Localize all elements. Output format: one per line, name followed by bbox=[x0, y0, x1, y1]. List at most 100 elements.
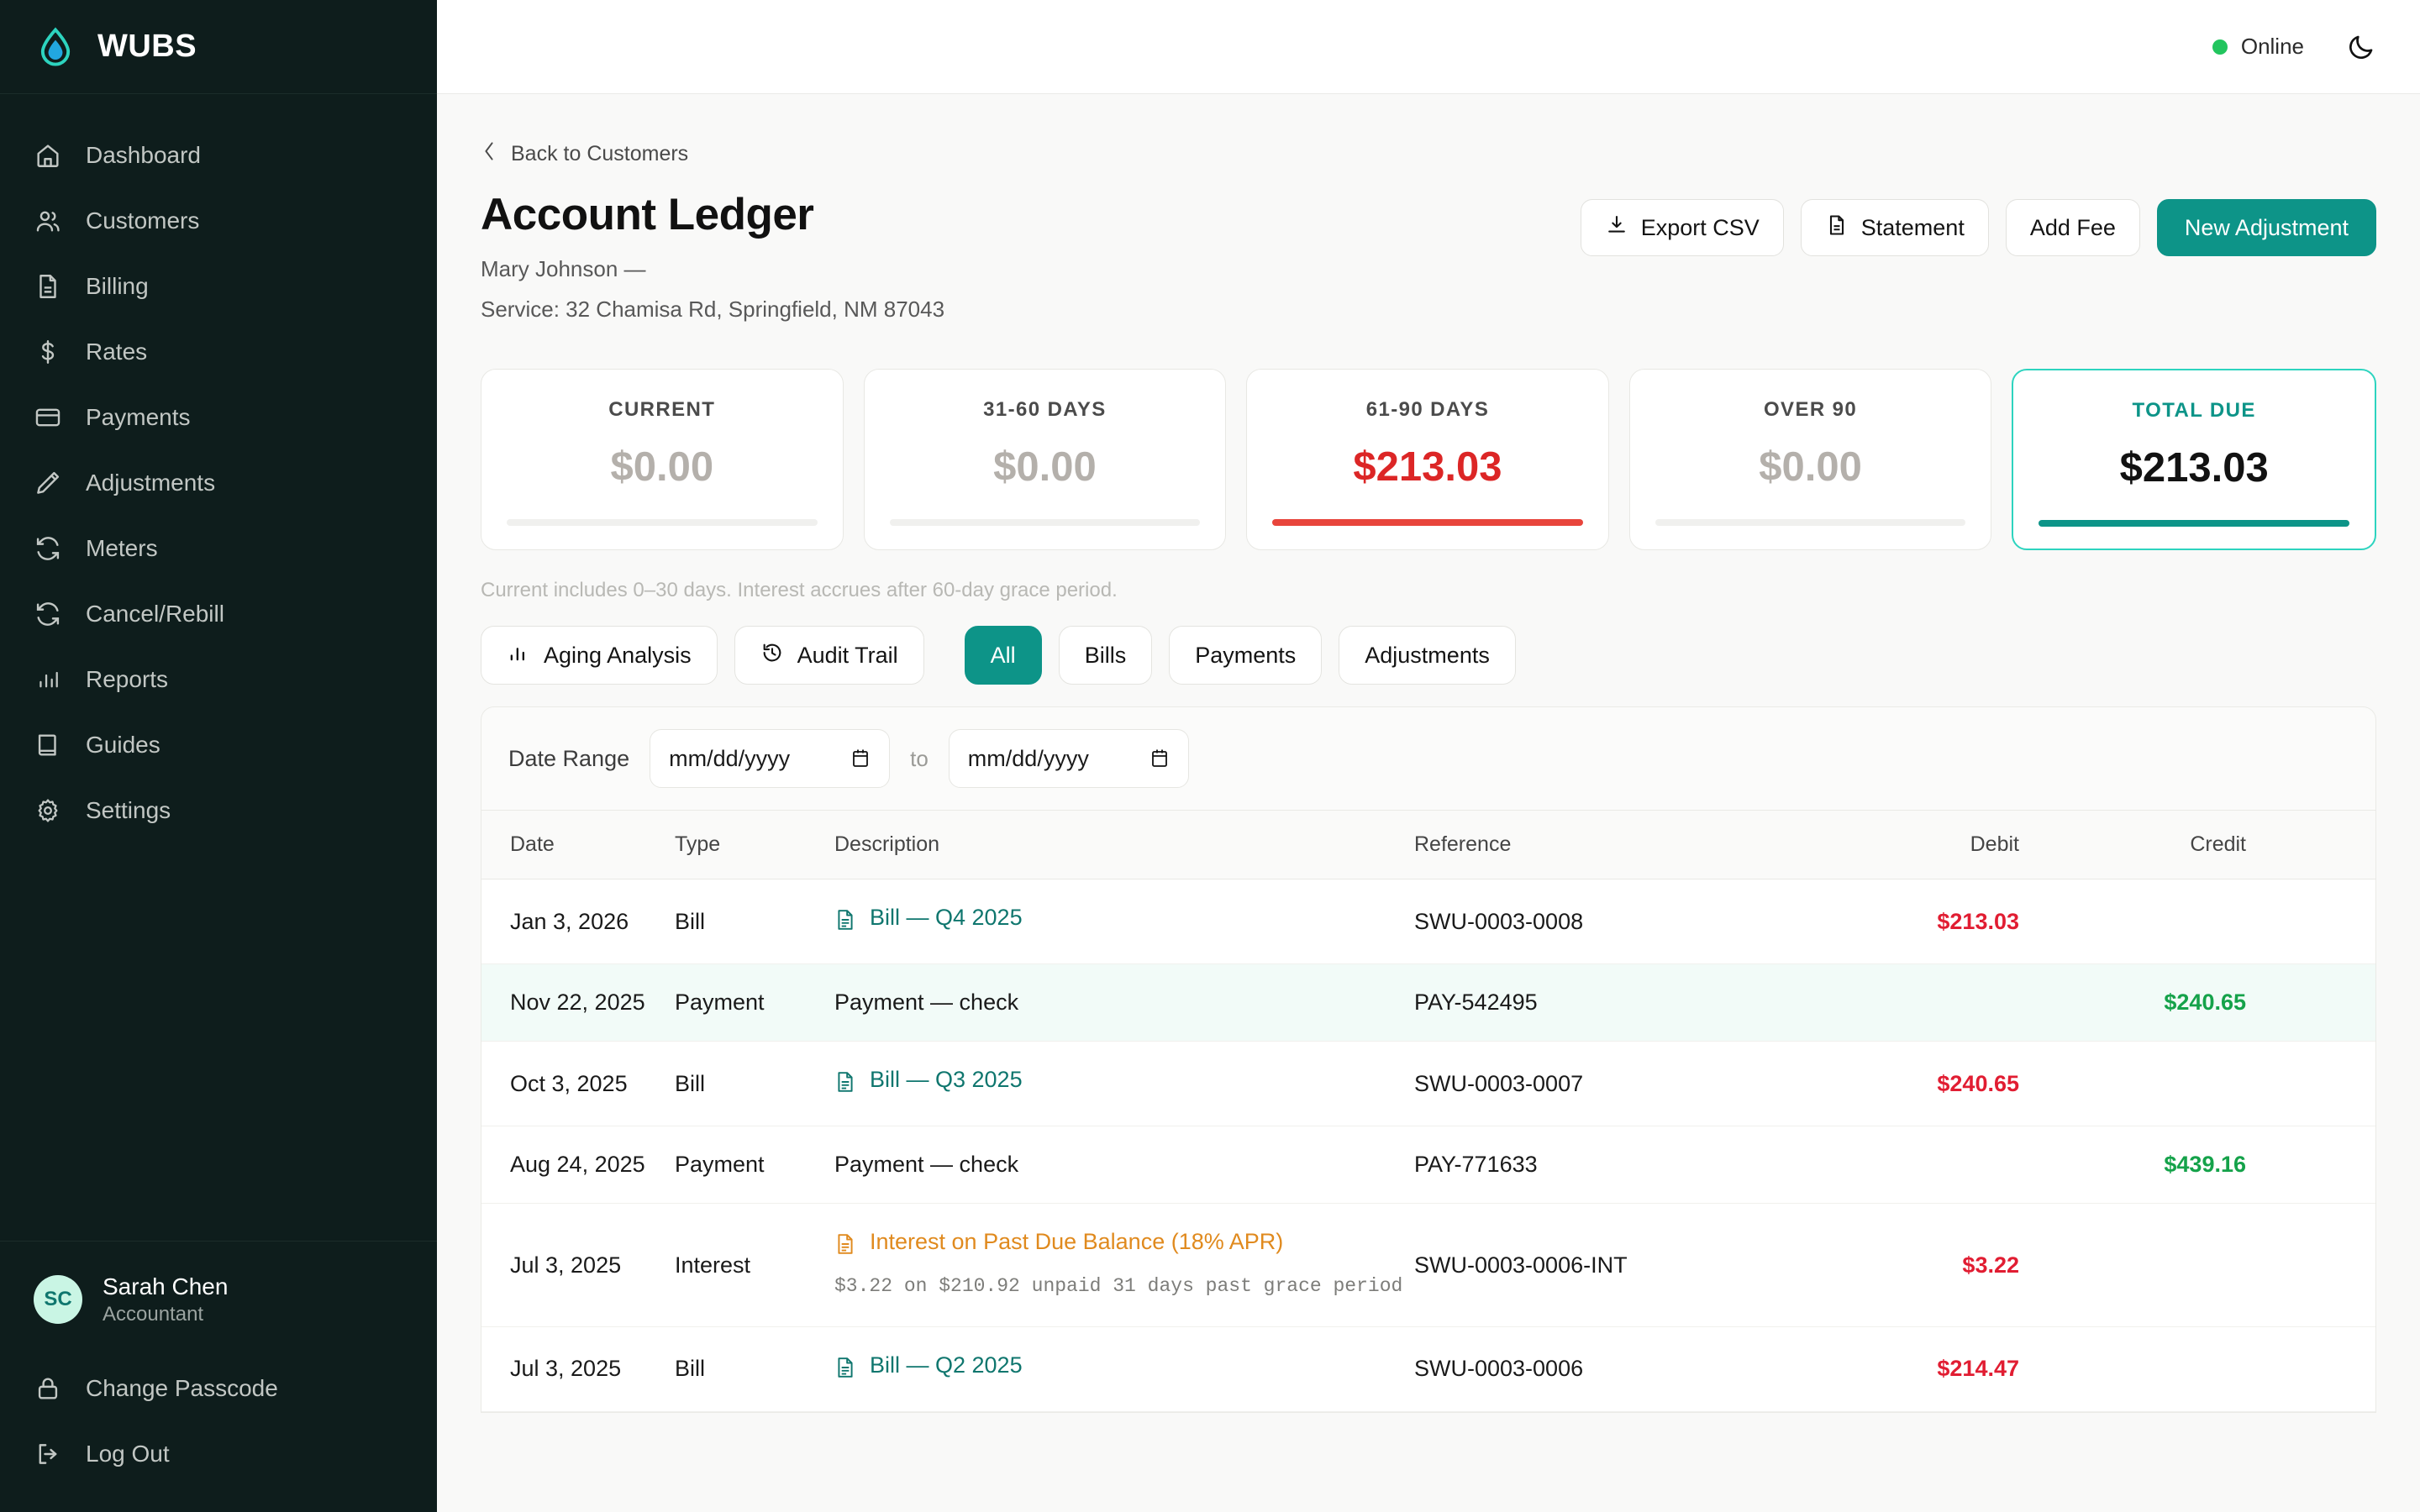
sidebar-item-cancel-rebill[interactable]: Cancel/Rebill bbox=[0, 581, 437, 647]
sidebar-item-rates[interactable]: Rates bbox=[0, 319, 437, 385]
bill-link[interactable]: Bill — Q3 2025 bbox=[834, 1067, 1023, 1100]
cell-type: Payment bbox=[675, 1126, 834, 1205]
sidebar-item-guides[interactable]: Guides bbox=[0, 712, 437, 778]
cell-type: Interest bbox=[675, 1203, 834, 1327]
sidebar-item-log-out[interactable]: Log Out bbox=[0, 1421, 437, 1487]
brand[interactable]: WUBS bbox=[0, 0, 437, 94]
document-icon bbox=[34, 272, 62, 301]
sidebar-item-change-passcode[interactable]: Change Passcode bbox=[0, 1356, 437, 1421]
page-header-text: Account Ledger Mary Johnson — Service: 3… bbox=[481, 189, 944, 325]
tab-adjustments-label: Adjustments bbox=[1365, 642, 1490, 668]
aging-card-current: CURRENT $0.00 bbox=[481, 369, 844, 551]
table-row: Oct 3, 2025 Bill Bill — Q3 2025 SWU-0003… bbox=[481, 1041, 2375, 1127]
col-reference: Reference bbox=[1414, 811, 1792, 880]
tab-all-label: All bbox=[990, 642, 1016, 668]
aging-card-label: CURRENT bbox=[608, 398, 716, 422]
cell-date: Aug 24, 2025 bbox=[481, 1126, 675, 1205]
sidebar-item-billing[interactable]: Billing bbox=[0, 254, 437, 319]
refresh-icon bbox=[34, 534, 62, 563]
refresh-cycle-icon bbox=[34, 600, 62, 628]
cell-description: Interest on Past Due Balance (18% APR) $… bbox=[834, 1203, 1414, 1327]
back-to-customers-link[interactable]: Back to Customers bbox=[481, 141, 688, 167]
col-debit: Debit bbox=[1792, 811, 2019, 880]
cell-type: Bill bbox=[675, 879, 834, 965]
aging-card-bar bbox=[1272, 519, 1583, 527]
interest-link[interactable]: Interest on Past Due Balance (18% APR) bbox=[834, 1229, 1283, 1263]
cell-reference: SWU-0003-0008 bbox=[1414, 879, 1792, 965]
table-row: Nov 22, 2025 Payment Payment — check PAY… bbox=[481, 963, 2375, 1042]
dollar-icon bbox=[34, 338, 62, 366]
sidebar-item-adjustments[interactable]: Adjustments bbox=[0, 450, 437, 516]
new-adjustment-button[interactable]: New Adjustment bbox=[2156, 199, 2376, 256]
page-actions: Export CSV Statement Add Fee New Adjustm… bbox=[1580, 189, 2376, 256]
lock-icon bbox=[34, 1374, 62, 1403]
sidebar-item-label: Adjustments bbox=[86, 470, 216, 496]
col-balance: Balance bbox=[2246, 811, 2375, 880]
audit-trail-button[interactable]: Audit Trail bbox=[734, 626, 924, 685]
add-fee-button[interactable]: Add Fee bbox=[2005, 199, 2140, 256]
cell-debit: $3.22 bbox=[1792, 1203, 2019, 1327]
document-icon bbox=[834, 1352, 856, 1386]
calendar-icon bbox=[850, 748, 871, 769]
bill-link[interactable]: Bill — Q4 2025 bbox=[834, 905, 1023, 938]
sidebar-item-label: Guides bbox=[86, 732, 160, 758]
sidebar-item-meters[interactable]: Meters bbox=[0, 516, 437, 581]
aging-analysis-label: Aging Analysis bbox=[544, 642, 692, 668]
main-area: Online Back to Customers Account Ledger … bbox=[437, 0, 2420, 1512]
interest-link-label: Interest on Past Due Balance (18% APR) bbox=[870, 1229, 1284, 1255]
tab-payments[interactable]: Payments bbox=[1169, 626, 1323, 685]
tab-adjustments[interactable]: Adjustments bbox=[1339, 626, 1516, 685]
bill-link[interactable]: Bill — Q2 2025 bbox=[834, 1352, 1023, 1386]
ledger-table: Date Type Description Reference Debit Cr… bbox=[481, 811, 2375, 1412]
aging-card-bar bbox=[507, 519, 818, 527]
tab-all[interactable]: All bbox=[964, 626, 1042, 685]
cell-reference: SWU-0003-0006-INT bbox=[1414, 1203, 1792, 1327]
brand-name: WUBS bbox=[97, 29, 197, 64]
cell-type: Payment bbox=[675, 963, 834, 1042]
sidebar-item-payments[interactable]: Payments bbox=[0, 385, 437, 450]
user-profile[interactable]: SC Sarah Chen Accountant bbox=[0, 1272, 437, 1356]
avatar: SC bbox=[34, 1274, 82, 1324]
bar-chart-icon bbox=[34, 665, 62, 694]
cell-debit: $240.65 bbox=[1792, 1041, 2019, 1127]
export-csv-button[interactable]: Export CSV bbox=[1580, 199, 1784, 256]
sidebar-item-reports[interactable]: Reports bbox=[0, 647, 437, 712]
table-row: Jan 3, 2026 Bill Bill — Q4 2025 SWU-0003… bbox=[481, 879, 2375, 965]
statement-button[interactable]: Statement bbox=[1800, 199, 1989, 256]
moon-icon[interactable] bbox=[2346, 32, 2376, 62]
tab-bills[interactable]: Bills bbox=[1058, 626, 1153, 685]
date-to-input[interactable]: mm/dd/yyyy bbox=[948, 729, 1189, 789]
calendar-icon bbox=[1150, 748, 1170, 769]
sidebar-item-settings[interactable]: Settings bbox=[0, 778, 437, 843]
cell-description: Payment — check bbox=[834, 1126, 1414, 1205]
sidebar-item-label: Customers bbox=[86, 207, 200, 234]
sidebar-item-label: Rates bbox=[86, 339, 148, 365]
cell-balance: $439.16 bbox=[2246, 1203, 2375, 1327]
credit-card-icon bbox=[34, 403, 62, 432]
col-date: Date bbox=[481, 811, 675, 880]
cell-date: Jul 3, 2025 bbox=[481, 1203, 675, 1327]
sidebar-item-label: Dashboard bbox=[86, 142, 201, 168]
aging-card-over-90: OVER 90 $0.00 bbox=[1628, 369, 1992, 551]
sidebar-item-dashboard[interactable]: Dashboard bbox=[0, 123, 437, 188]
cell-debit: $214.47 bbox=[1792, 1326, 2019, 1412]
cell-type: Bill bbox=[675, 1041, 834, 1127]
date-range-bar: Date Range mm/dd/yyyy to mm/dd/yyyy bbox=[481, 706, 2376, 811]
date-from-input[interactable]: mm/dd/yyyy bbox=[650, 729, 891, 789]
sidebar-item-label: Billing bbox=[86, 273, 149, 299]
bill-link-label: Bill — Q2 2025 bbox=[870, 1352, 1023, 1378]
table-row: Aug 24, 2025 Payment Payment — check PAY… bbox=[481, 1126, 2375, 1205]
col-credit: Credit bbox=[2019, 811, 2246, 880]
book-icon bbox=[34, 731, 62, 759]
table-header-row: Date Type Description Reference Debit Cr… bbox=[481, 811, 2375, 880]
tab-payments-label: Payments bbox=[1195, 642, 1297, 668]
sidebar-footer: SC Sarah Chen Accountant Change Passcode… bbox=[0, 1240, 437, 1512]
cell-credit: $240.65 bbox=[2019, 963, 2246, 1042]
home-icon bbox=[34, 141, 62, 170]
sidebar-item-customers[interactable]: Customers bbox=[0, 188, 437, 254]
sidebar-item-label: Payments bbox=[86, 404, 191, 430]
aging-card-61-90: 61-90 DAYS $213.03 bbox=[1246, 369, 1609, 551]
aging-analysis-button[interactable]: Aging Analysis bbox=[481, 626, 718, 685]
cell-date: Nov 22, 2025 bbox=[481, 963, 675, 1042]
